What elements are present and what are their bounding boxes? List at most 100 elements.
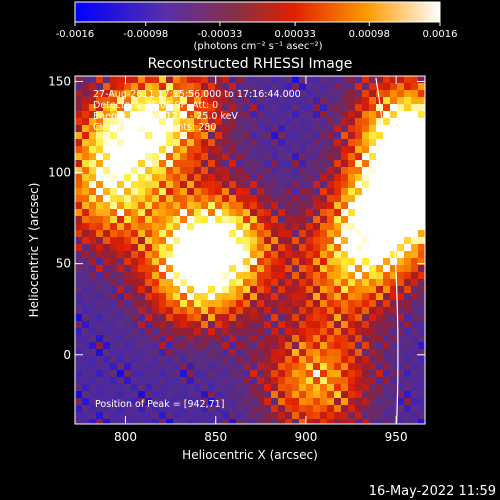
heatmap-cell [264,76,271,83]
heatmap-cell [138,314,145,321]
heatmap-cell [82,202,89,209]
heatmap-cell [208,174,215,181]
heatmap-cell [166,342,173,349]
heatmap-cell [138,132,145,139]
heatmap-cell [82,209,89,216]
heatmap-cell [369,265,376,272]
heatmap-cell [96,118,103,125]
heatmap-cell [236,167,243,174]
heatmap-cell [229,76,236,83]
heatmap-cell [390,111,397,118]
heatmap-cell [208,244,215,251]
heatmap-cell [166,146,173,153]
heatmap-cell [250,181,257,188]
heatmap-cell [292,307,299,314]
heatmap-cell [75,125,82,132]
heatmap-cell [292,139,299,146]
heatmap-cell [327,153,334,160]
heatmap-cell [131,342,138,349]
heatmap-cell [306,398,313,405]
heatmap-cell [145,349,152,356]
heatmap-cell [152,167,159,174]
heatmap-cell [180,97,187,104]
heatmap-cell [320,258,327,265]
heatmap-cell [383,139,390,146]
heatmap-cell [117,209,124,216]
y-tick-label: 50 [56,257,71,271]
heatmap-cell [250,370,257,377]
heatmap-cell [201,286,208,293]
heatmap-cell [327,286,334,293]
heatmap-cell [222,363,229,370]
heatmap-cell [313,279,320,286]
heatmap-cell [124,195,131,202]
annotation-energy-range: Energy Range: 12.0 - 25.0 keV [93,111,238,122]
heatmap-cell [292,328,299,335]
heatmap-cell [376,111,383,118]
heatmap-cell [397,188,404,195]
heatmap-cell [124,419,131,424]
heatmap-cell [131,398,138,405]
heatmap-cell [89,419,96,424]
heatmap-cell [215,377,222,384]
heatmap-cell [334,97,341,104]
heatmap-cell [208,90,215,97]
heatmap-cell [369,146,376,153]
heatmap-cell [292,230,299,237]
heatmap-cell [96,419,103,424]
heatmap-cell [110,398,117,405]
heatmap-cell [103,76,110,83]
heatmap-cell [173,209,180,216]
heatmap-cell [341,111,348,118]
heatmap-cell [390,104,397,111]
heatmap-cell [264,377,271,384]
heatmap-cell [404,160,411,167]
heatmap-cell [138,237,145,244]
heatmap-cell [96,153,103,160]
heatmap-cell [117,153,124,160]
heatmap-cell [187,209,194,216]
heatmap-cell [75,342,82,349]
heatmap-cell [138,300,145,307]
heatmap-cell [82,125,89,132]
heatmap-cell [250,76,257,83]
heatmap-cell [117,251,124,258]
heatmap-cell [215,251,222,258]
heatmap-cell [222,216,229,223]
heatmap-cell [89,237,96,244]
heatmap-cell [138,377,145,384]
heatmap-cell [243,118,250,125]
heatmap-cell [215,97,222,104]
heatmap-cell [376,370,383,377]
heatmap-cell [341,307,348,314]
heatmap-cell [117,307,124,314]
heatmap-cell [292,314,299,321]
heatmap-cell [243,258,250,265]
heatmap-cell [215,111,222,118]
heatmap-cell [180,146,187,153]
heatmap-cell [362,398,369,405]
heatmap-cell [138,97,145,104]
heatmap-cell [75,132,82,139]
heatmap-cell [138,251,145,258]
heatmap-cell [82,321,89,328]
heatmap-cell [376,216,383,223]
heatmap-cell [173,377,180,384]
heatmap-cell [348,83,355,90]
heatmap-cell [208,146,215,153]
heatmap-cell [299,209,306,216]
heatmap-cell [103,237,110,244]
heatmap-cell [138,419,145,424]
heatmap-cell [369,300,376,307]
heatmap-cell [110,230,117,237]
heatmap-cell [299,153,306,160]
heatmap-cell [75,188,82,195]
heatmap-cell [411,419,418,424]
heatmap-cell [222,244,229,251]
heatmap-cell [418,412,425,419]
heatmap-cell [271,174,278,181]
heatmap-cell [131,118,138,125]
heatmap-cell [152,377,159,384]
heatmap-cell [89,174,96,181]
heatmap-cell [96,209,103,216]
